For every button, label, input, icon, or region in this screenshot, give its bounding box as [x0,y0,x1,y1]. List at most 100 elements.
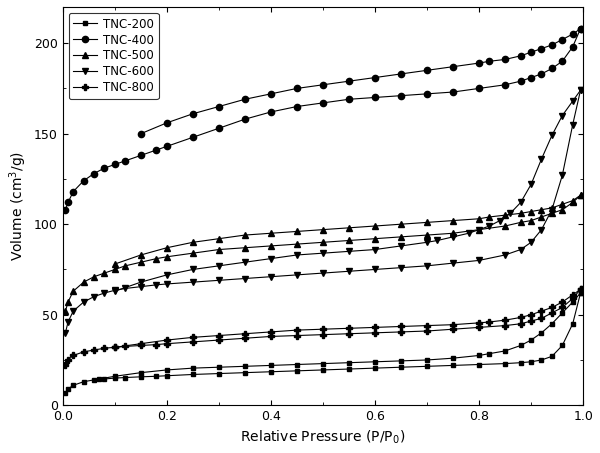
TNC-800 [577,287,584,292]
TNC-500 [111,267,118,272]
TNC-800 [548,310,556,316]
TNC-600 [101,290,108,296]
TNC-200 [538,357,545,363]
TNC-500 [319,240,326,245]
TNC-400 [449,89,457,95]
TNC-500 [548,211,556,216]
TNC-400 [527,75,535,80]
TNC-800 [319,332,326,337]
TNC-200 [346,366,353,372]
TNC-200 [268,369,275,375]
TNC-600 [397,265,404,270]
TNC-200 [64,386,71,392]
TNC-500 [122,263,129,269]
TNC-200 [215,371,223,376]
TNC-400 [538,71,545,77]
TNC-600 [346,269,353,274]
TNC-600 [319,270,326,276]
TNC-400 [64,200,71,205]
TNC-200 [424,364,431,369]
TNC-500 [241,245,248,251]
TNC-400 [548,66,556,71]
TNC-400 [163,144,170,149]
TNC-800 [559,305,566,310]
TNC-600 [64,319,71,325]
TNC-500 [190,251,197,256]
TNC-400 [517,78,524,84]
TNC-400 [91,171,98,176]
TNC-200 [91,377,98,383]
TNC-800 [64,357,71,363]
TNC-500 [137,260,145,265]
TNC-400 [137,153,145,158]
X-axis label: Relative Pressure (P/P$_0$): Relative Pressure (P/P$_0$) [241,429,406,446]
Line: TNC-800: TNC-800 [62,286,584,369]
TNC-500 [70,289,77,294]
TNC-600 [371,267,379,272]
TNC-800 [62,363,69,368]
TNC-500 [559,207,566,212]
TNC-400 [293,104,301,109]
TNC-800 [153,342,160,347]
TNC-600 [293,272,301,278]
TNC-800 [137,343,145,348]
TNC-800 [449,327,457,332]
TNC-800 [268,334,275,339]
TNC-600 [449,260,457,266]
TNC-600 [569,122,577,127]
TNC-500 [577,193,584,198]
TNC-800 [475,325,482,330]
TNC-500 [527,218,535,223]
TNC-500 [569,200,577,205]
TNC-800 [569,296,577,301]
TNC-200 [293,368,301,374]
TNC-600 [70,308,77,314]
TNC-500 [101,270,108,276]
TNC-200 [475,362,482,367]
Line: TNC-600: TNC-600 [62,87,584,336]
TNC-200 [527,359,535,365]
TNC-200 [577,290,584,296]
TNC-200 [502,361,509,366]
TNC-400 [371,95,379,100]
TNC-500 [293,241,301,247]
TNC-200 [122,375,129,380]
TNC-200 [449,363,457,368]
TNC-800 [163,341,170,347]
TNC-200 [70,383,77,388]
TNC-500 [424,232,431,238]
TNC-400 [397,93,404,98]
TNC-600 [424,263,431,269]
TNC-800 [397,329,404,335]
TNC-800 [215,337,223,343]
TNC-200 [371,366,379,371]
TNC-400 [268,109,275,115]
TNC-400 [475,86,482,91]
TNC-500 [517,220,524,225]
TNC-600 [577,87,584,93]
TNC-400 [62,207,69,212]
TNC-200 [137,374,145,380]
TNC-200 [153,374,160,379]
TNC-400 [101,165,108,171]
TNC-600 [137,284,145,289]
TNC-600 [80,299,87,305]
TNC-800 [91,347,98,353]
TNC-400 [424,91,431,96]
TNC-400 [215,125,223,131]
TNC-200 [190,372,197,377]
TNC-800 [424,328,431,334]
TNC-800 [346,331,353,337]
TNC-200 [163,373,170,378]
TNC-400 [190,135,197,140]
TNC-600 [538,227,545,232]
TNC-600 [122,286,129,291]
TNC-800 [122,344,129,349]
TNC-800 [502,323,509,328]
TNC-600 [215,278,223,283]
TNC-200 [397,365,404,370]
TNC-800 [517,321,524,327]
TNC-400 [319,100,326,106]
TNC-500 [268,243,275,249]
TNC-400 [111,162,118,167]
